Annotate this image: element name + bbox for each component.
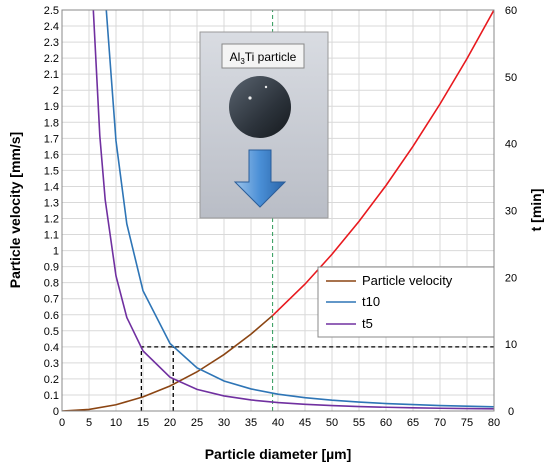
y-left-tick-label: 2.4 — [44, 21, 59, 33]
y-right-tick-label: 40 — [505, 139, 517, 151]
y-right-tick-label: 30 — [505, 206, 517, 218]
y-left-tick-label: 0.9 — [44, 262, 59, 274]
legend-label-t10: t10 — [362, 294, 380, 309]
down-arrow-icon — [233, 149, 287, 208]
series-line-0-low — [62, 314, 274, 411]
inset-label-part-2: Ti particle — [245, 50, 297, 64]
x-tick-label: 15 — [137, 417, 149, 429]
legend-label-t5: t5 — [362, 316, 373, 331]
y-axis-right-title: t [min] — [528, 189, 544, 232]
y-left-tick-label: 1.7 — [44, 133, 59, 145]
x-tick-label: 60 — [380, 417, 392, 429]
x-tick-label: 5 — [86, 417, 92, 429]
x-tick-label: 20 — [164, 417, 176, 429]
sphere-highlight — [248, 96, 252, 100]
y-left-tick-label: 1.6 — [44, 149, 59, 161]
y-right-tick-label: 20 — [505, 272, 517, 284]
x-tick-label: 25 — [191, 417, 203, 429]
y-right-tick-label: 50 — [505, 72, 517, 84]
y-left-tick-label: 2.1 — [44, 69, 59, 81]
x-tick-label: 75 — [461, 417, 473, 429]
x-tick-label: 45 — [299, 417, 311, 429]
x-tick-label: 70 — [434, 417, 446, 429]
y-left-tick-label: 2.3 — [44, 37, 59, 49]
y-left-tick-label: 0.5 — [44, 326, 59, 338]
legend-box — [317, 266, 495, 338]
y-axis-left-title: Particle velocity [mm/s] — [7, 132, 23, 288]
x-axis-title: Particle diameter [µm] — [205, 446, 352, 462]
particle-inset: Al3Ti particle — [199, 31, 329, 219]
series-line-2 — [92, 10, 494, 410]
plot-frame — [61, 9, 495, 412]
y-left-tick-label: 2.2 — [44, 53, 59, 65]
ticks: 0 5 10 15 20 25 30 35 40 45 50 55 60 65 70 75 8000.10.20… — [44, 5, 517, 429]
y-left-tick-label: 1.2 — [44, 214, 59, 226]
x-tick-label: 50 — [326, 417, 338, 429]
y-right-tick-label: 60 — [505, 5, 517, 17]
series-lines — [62, 10, 494, 411]
y-left-tick-label: 1.8 — [44, 117, 59, 129]
y-left-tick-label: 0.8 — [44, 278, 59, 290]
y-left-tick-label: 1.4 — [44, 181, 59, 193]
y-left-tick-label: 0.2 — [44, 374, 59, 386]
y-left-tick-label: 1 — [53, 246, 59, 258]
x-tick-label: 55 — [353, 417, 365, 429]
x-tick-label: 30 — [218, 417, 230, 429]
y-left-tick-label: 0.4 — [44, 342, 59, 354]
x-tick-label: 65 — [407, 417, 419, 429]
y-left-tick-label: 0 — [53, 406, 59, 418]
y-left-tick-label: 1.5 — [44, 165, 59, 177]
x-tick-label: 40 — [272, 417, 284, 429]
series-line-1 — [105, 10, 494, 408]
inset-label-subscript: 3 — [240, 57, 245, 66]
y-left-tick-label: 2.5 — [44, 5, 59, 17]
x-tick-label: 0 — [59, 417, 65, 429]
y-left-tick-label: 1.1 — [44, 230, 59, 242]
inset-label-part-1: Al — [230, 50, 241, 64]
y-right-tick-label: 10 — [505, 339, 517, 351]
y-left-tick-label: 0.3 — [44, 358, 59, 370]
y-left-tick-label: 0.1 — [44, 390, 59, 402]
y-left-tick-label: 1.9 — [44, 101, 59, 113]
y-left-tick-label: 1.3 — [44, 197, 59, 209]
y-left-tick-label: 0.7 — [44, 294, 59, 306]
y-left-tick-label: 0.6 — [44, 310, 59, 322]
y-right-tick-label: 0 — [508, 406, 514, 418]
x-tick-label: 10 — [110, 417, 122, 429]
x-tick-label: 80 — [488, 417, 500, 429]
y-left-tick-label: 2 — [53, 85, 59, 97]
sphere-highlight-2 — [264, 85, 268, 89]
series-line-0-high — [272, 10, 494, 317]
inset-label-box — [221, 43, 305, 69]
legend-label-particle-velocity: Particle velocity — [362, 273, 453, 288]
x-tick-label: 35 — [245, 417, 257, 429]
legend: Particle velocity t10 t5 — [317, 266, 495, 338]
particle-sphere — [229, 76, 291, 138]
inset-label: Al3Ti particle — [230, 50, 297, 66]
